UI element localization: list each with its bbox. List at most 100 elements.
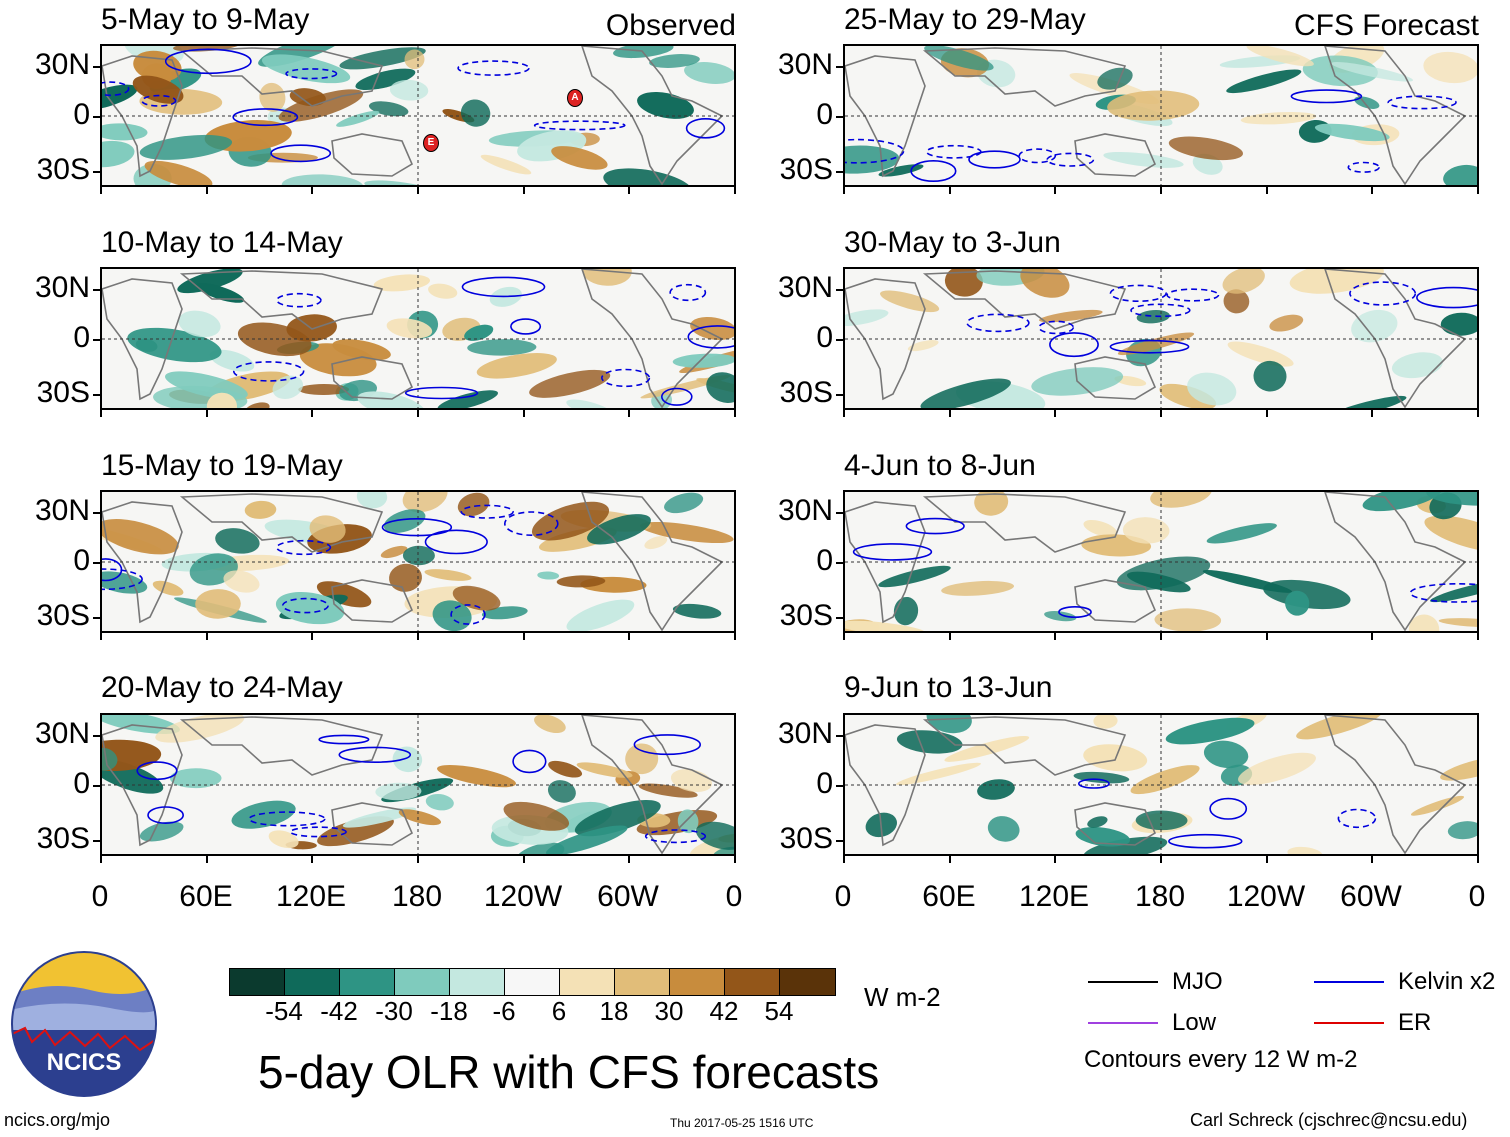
colorbar-units: W m-2 xyxy=(864,982,941,1012)
legend-kelvin-label: Kelvin x2 xyxy=(1398,968,1496,995)
colorbar-cell-1 xyxy=(230,969,285,995)
lon-tick xyxy=(206,187,208,194)
colorbar-cell-5 xyxy=(450,969,505,995)
lat-label-7-2: 0 xyxy=(816,544,833,577)
colorbar-label-5: -6 xyxy=(492,996,516,1026)
lon-tick xyxy=(949,410,951,417)
lat-tick xyxy=(836,562,843,564)
lon-tick xyxy=(843,856,845,863)
olr-map-3 xyxy=(100,490,736,633)
colorbar-label-1: -54 xyxy=(265,996,303,1026)
panel-tag-1: Observed xyxy=(605,9,736,42)
colorbar-cell-6 xyxy=(505,969,560,995)
lat-tick xyxy=(836,735,843,737)
lat-label-5-3: 30S xyxy=(779,153,833,186)
olr-map-1 xyxy=(100,44,736,187)
lat-label-4-2: 0 xyxy=(73,767,90,800)
legend-mjo-label: MJO xyxy=(1172,968,1223,995)
lon-tick xyxy=(206,410,208,417)
lon-label-1-6: 60W xyxy=(597,880,659,913)
lon-tick xyxy=(311,856,313,863)
lat-tick xyxy=(93,171,100,173)
lat-tick xyxy=(93,562,100,564)
lat-tick xyxy=(93,840,100,842)
colorbar-cell-11 xyxy=(780,969,835,995)
lon-label-1-5: 120W xyxy=(483,880,563,913)
lon-label-2-3: 120E xyxy=(1018,880,1090,913)
panel-title-3: 15-May to 19-May xyxy=(101,449,343,482)
lon-tick xyxy=(100,633,102,640)
lat-tick xyxy=(93,66,100,68)
lat-tick xyxy=(836,289,843,291)
lat-tick xyxy=(93,785,100,787)
lat-label-5-2: 0 xyxy=(816,98,833,131)
footer-url[interactable]: ncics.org/mjo xyxy=(4,1110,111,1130)
storm-marker-1: A xyxy=(567,89,583,107)
colorbar-label-4: -18 xyxy=(430,996,468,1026)
panel-title-2: 10-May to 14-May xyxy=(101,226,343,259)
lon-label-1-1: 0 xyxy=(91,880,109,913)
panel-title-1: 5-May to 9-May xyxy=(101,3,310,36)
contour-note: Contours every 12 W m-2 xyxy=(1084,1046,1358,1073)
lon-tick xyxy=(417,187,419,194)
lon-label-1-4: 180 xyxy=(391,880,443,913)
lon-tick xyxy=(1054,410,1056,417)
colorbar-label-2: -42 xyxy=(320,996,358,1026)
lat-tick xyxy=(836,394,843,396)
lon-tick xyxy=(628,633,630,640)
lon-tick xyxy=(949,187,951,194)
colorbar-cell-4 xyxy=(395,969,450,995)
lon-label-2-7: 0 xyxy=(1468,880,1486,913)
lon-tick xyxy=(1477,633,1479,640)
figure-title: 5-day OLR with CFS forecasts xyxy=(258,1046,880,1098)
lat-label-5-1: 30N xyxy=(777,48,833,81)
lat-label-4-3: 30S xyxy=(36,822,90,855)
lon-tick xyxy=(523,856,525,863)
legend-er-label: ER xyxy=(1398,1009,1432,1036)
lon-tick xyxy=(734,410,736,417)
lon-tick xyxy=(734,633,736,640)
colorbar-cell-2 xyxy=(285,969,340,995)
lon-tick xyxy=(1054,187,1056,194)
legend-mjo: MJO xyxy=(1088,968,1223,996)
lat-label-8-3: 30S xyxy=(779,822,833,855)
olr-map-8 xyxy=(843,713,1479,856)
colorbar-label-7: 18 xyxy=(599,996,629,1026)
olr-map-4 xyxy=(100,713,736,856)
lat-label-3-1: 30N xyxy=(34,494,90,527)
lat-tick xyxy=(93,394,100,396)
lon-label-2-4: 180 xyxy=(1134,880,1186,913)
lon-tick xyxy=(1371,410,1373,417)
lon-tick xyxy=(523,410,525,417)
lon-tick xyxy=(417,410,419,417)
olr-map-5 xyxy=(843,44,1479,187)
lat-tick xyxy=(93,289,100,291)
lat-tick xyxy=(93,617,100,619)
lon-tick xyxy=(628,856,630,863)
lon-label-2-1: 0 xyxy=(834,880,852,913)
lat-tick xyxy=(836,339,843,341)
lon-tick xyxy=(1160,856,1162,863)
lon-label-2-5: 120W xyxy=(1226,880,1306,913)
lon-tick xyxy=(206,633,208,640)
panel-title-4: 20-May to 24-May xyxy=(101,671,343,704)
lon-label-2-2: 60E xyxy=(922,880,976,913)
lat-label-2-3: 30S xyxy=(36,376,90,409)
legend-low: Low xyxy=(1088,1009,1216,1037)
lat-tick xyxy=(836,116,843,118)
colorbar-label-6: 6 xyxy=(551,996,567,1026)
lon-tick xyxy=(949,856,951,863)
lon-tick xyxy=(311,187,313,194)
lon-label-1-7: 0 xyxy=(725,880,743,913)
lat-label-3-3: 30S xyxy=(36,599,90,632)
olr-map-7 xyxy=(843,490,1479,633)
lat-label-2-2: 0 xyxy=(73,321,90,354)
lon-tick xyxy=(523,187,525,194)
lon-tick xyxy=(100,410,102,417)
legend-mjo-line xyxy=(1088,981,1158,983)
lon-tick xyxy=(1266,856,1268,863)
panel-title-8: 9-Jun to 13-Jun xyxy=(844,671,1053,704)
colorbar-label-3: -30 xyxy=(375,996,413,1026)
lon-tick xyxy=(100,187,102,194)
lon-tick xyxy=(1371,856,1373,863)
